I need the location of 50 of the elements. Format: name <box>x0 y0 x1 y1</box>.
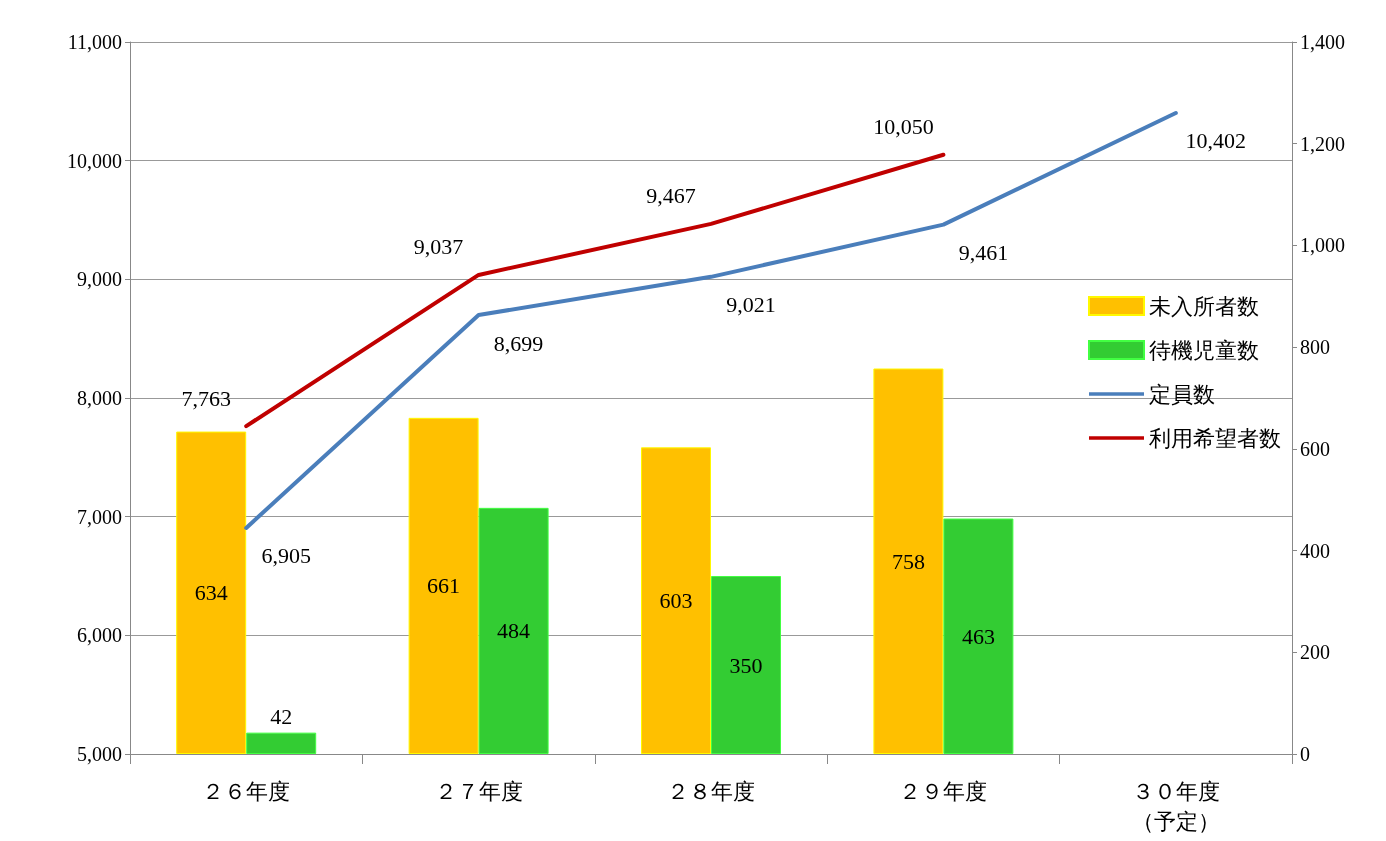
legend-label: 待機児童数 <box>1149 337 1259 363</box>
x-tick-label: ２９年度 <box>899 778 988 804</box>
y-tick-label: 7,000 <box>77 505 122 528</box>
bar <box>873 368 944 754</box>
y-tick-label: 5,000 <box>77 743 122 765</box>
bar <box>711 576 781 754</box>
y-tick-label: 10,000 <box>67 149 122 172</box>
data-label: 350 <box>729 652 763 678</box>
bar <box>176 431 247 754</box>
data-label: 758 <box>891 548 925 574</box>
y2-tick-label: 1,200 <box>1300 132 1345 155</box>
y-tick-label: 9,000 <box>77 268 122 291</box>
y2-tick-label: 0 <box>1300 743 1310 765</box>
y2-tick-label: 1,000 <box>1300 234 1345 257</box>
data-label: 9,021 <box>726 292 776 318</box>
y2-tick-label: 600 <box>1300 437 1330 460</box>
x-tick-label: ２７年度 <box>434 778 523 804</box>
y2-tick-label: 800 <box>1300 336 1330 359</box>
y-tick-label: 6,000 <box>77 624 122 647</box>
y2-tick-label: 200 <box>1300 641 1330 664</box>
data-label: 661 <box>427 573 461 599</box>
data-label: 463 <box>961 623 995 649</box>
data-label: 603 <box>659 588 693 614</box>
bar <box>943 518 1014 754</box>
data-label: 9,467 <box>646 183 696 209</box>
data-label: 484 <box>497 618 531 644</box>
line-series <box>244 152 946 429</box>
legend-label: 定員数 <box>1149 381 1215 407</box>
bar <box>246 732 317 754</box>
data-label: 10,050 <box>873 114 934 140</box>
legend-label: 利用希望者数 <box>1149 425 1281 451</box>
y-tick-label: 11,000 <box>67 31 122 53</box>
data-label: 6,905 <box>261 543 311 569</box>
y-tick-label: 8,000 <box>77 387 122 409</box>
legend-label: 未入所者数 <box>1149 293 1259 319</box>
data-label: 7,763 <box>181 385 231 411</box>
data-label: 9,461 <box>958 240 1009 266</box>
y2-tick-label: 400 <box>1300 539 1330 562</box>
bar <box>478 507 549 754</box>
data-label: 8,699 <box>493 330 544 356</box>
y2-tick-label: 1,400 <box>1300 31 1345 53</box>
bar <box>641 447 711 754</box>
data-label: 634 <box>194 580 228 606</box>
data-label: 9,037 <box>413 234 464 260</box>
x-tick-label: ３０年度（予定） <box>1131 778 1220 834</box>
data-label: 42 <box>270 704 293 730</box>
data-label: 10,402 <box>1185 128 1247 154</box>
x-tick-label: ２８年度 <box>667 778 755 804</box>
x-tick-label: ２６年度 <box>202 778 291 804</box>
bar <box>408 417 479 754</box>
